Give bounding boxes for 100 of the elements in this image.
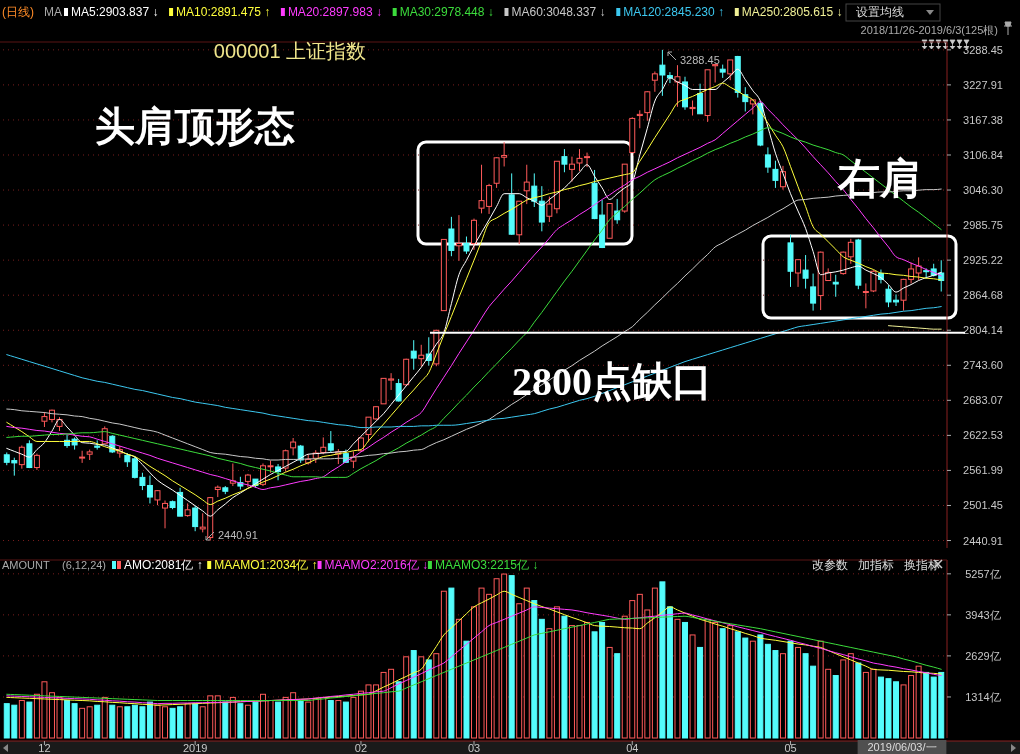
candlestick [79,450,86,464]
legend-label: MA20:2897.983 ↓ [287,5,382,19]
bar [222,701,229,739]
bar [749,640,756,739]
bar [252,701,259,739]
y-tick-label: 3046.30 [963,184,1003,197]
bar [305,701,312,739]
bar [847,653,854,739]
x-tick-label: 03 [467,742,481,754]
legend-label: MA250:2805.615 ↓ [741,5,843,19]
y-tick-label: 2985.75 [963,219,1003,232]
bar [448,587,455,739]
y-tick-label: 2561.99 [963,464,1003,477]
candlestick [576,148,583,172]
text: 设置均线 [856,5,904,19]
candlestick [471,218,477,251]
candlestick [561,148,568,173]
legend-label: MA10:2891.475 ↑ [176,5,271,19]
text: MA [44,5,62,19]
legend-label: MA120:2845.230 ↑ [623,5,725,19]
bar [418,656,425,739]
bar [403,656,410,739]
candlestick [327,430,334,453]
y-tick-label: 2743.60 [963,359,1003,372]
y-tick-label: 3943亿 [965,608,1001,621]
text: 2018/11/26-2019/6/3(125根) [860,24,998,36]
chart-title: 000001 上证指数 [213,40,367,62]
y-tick-label: 2925.22 [963,254,1003,267]
candlestick [689,99,696,117]
bar [531,600,538,739]
legend-label: MAAMO1:2034亿 ↑ [214,558,318,572]
annotation: 头肩顶形态 [95,104,295,149]
candlestick [727,59,734,81]
bar [410,650,417,739]
bar [192,703,199,739]
bar [18,700,25,739]
legend-label: MA60:3048.337 ↓ [511,5,606,19]
candlestick [651,71,658,93]
y-tick-label: 2622.53 [963,429,1003,442]
y-tick-label: 2683.07 [963,394,1003,407]
candlestick [712,63,719,84]
y-tick-label: 2440.91 [963,534,1003,547]
bar [719,628,726,739]
y-tick-label: 2804.14 [963,324,1003,337]
legend-label: AMO:2081亿 ↑ [124,558,203,572]
bar [689,634,696,739]
candlestick [410,339,417,371]
bar [832,675,839,739]
candlestick [290,437,297,456]
annotation: 加指标 [858,558,894,572]
annotation: (6,12,24) [62,559,107,571]
bar [297,700,304,739]
bar [124,706,131,739]
candlestick [644,90,651,122]
x-tick-label: 12 [38,742,51,754]
ref-line-label: 2800点缺口 [512,358,712,404]
bar [779,653,786,739]
bar [923,671,930,739]
bar [214,695,221,739]
y-tick-label: 1314亿 [965,690,1001,703]
annotation: 3288.45 [680,54,720,66]
y-tick-label: 3227.91 [963,78,1003,91]
text: 2019/06/03/一 [867,741,937,753]
candlestick [847,238,854,265]
annotation: 2440.91 [218,529,258,541]
x-tick-label: 04 [626,742,639,754]
bar [342,701,349,739]
bar [561,615,568,739]
bar [795,646,802,739]
bar [682,621,688,739]
bar [787,640,794,739]
candlestick [418,344,425,367]
bar [523,587,530,739]
legend-label: MAAMO3:2215亿 ↓ [434,558,539,572]
bar [516,603,523,739]
candlestick [162,500,169,529]
candlestick [448,216,455,257]
bar [433,653,440,739]
x-tick-label: 02 [354,742,368,754]
bar [463,640,470,739]
bar [508,575,515,739]
candlestick [697,83,704,115]
bar [651,587,658,739]
bar [229,696,236,739]
bar [614,653,621,739]
bar [674,618,681,739]
bar [440,590,447,739]
bar [94,704,101,739]
annotation: AMOUNT [2,559,50,571]
bar [335,700,342,739]
bar [275,701,282,739]
y-tick-label: 3106.84 [963,148,1003,161]
candlestick [538,185,545,232]
bar [425,659,432,739]
candlestick [772,160,779,189]
bar [244,704,251,739]
bar [727,625,734,739]
y-tick-label: 2629亿 [965,649,1001,662]
candlestick [810,273,817,312]
bar [538,618,545,739]
